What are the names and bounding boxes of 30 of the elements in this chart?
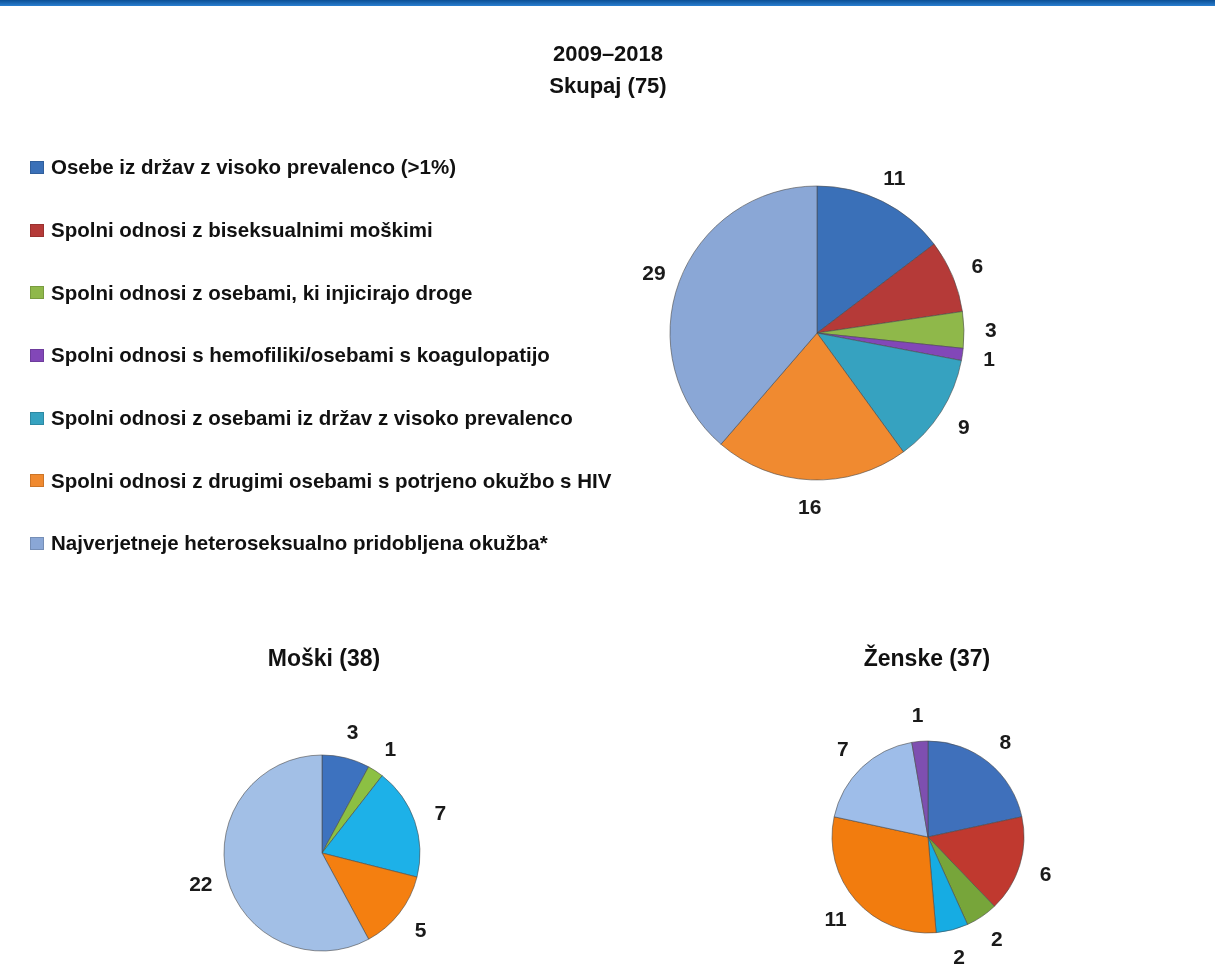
- data-label: 3: [346, 720, 359, 744]
- data-label: 2: [953, 944, 965, 966]
- data-label: 16: [798, 495, 822, 519]
- data-label: 8: [999, 729, 1012, 753]
- legend-label: Spolni odnosi z osebami iz držav z visoko prevalenco: [51, 406, 573, 431]
- legend-label: Spolni odnosi z osebami, ki injicirajo droge: [51, 280, 473, 305]
- chart-title: 2009–2018: [552, 41, 664, 67]
- data-label: 11: [883, 165, 906, 189]
- legend-label: Spolni odnosi z biseksualnimi moškimi: [51, 218, 433, 243]
- legend-label: Spolni odnosi s hemofiliki/osebami s koagulopatijo: [51, 343, 550, 368]
- data-label: 29: [642, 260, 666, 284]
- data-label: 7: [434, 800, 447, 824]
- chart-title: Ženske (37): [863, 645, 991, 671]
- data-label: 1: [384, 736, 397, 760]
- data-label: 6: [971, 254, 984, 278]
- chart-title: Moški (38): [267, 645, 381, 671]
- legend-label: Spolni odnosi z drugimi osebami s potrjeno okužbo s HIV: [51, 468, 612, 493]
- data-label: 7: [837, 736, 849, 760]
- data-label: 1: [983, 346, 996, 370]
- data-label: 1: [911, 702, 924, 726]
- data-label: 2: [991, 927, 1003, 951]
- data-label: 11: [824, 906, 848, 930]
- legend-label: Osebe iz držav z visoko prevalenco (>1%): [51, 155, 457, 180]
- chart-subtitle: Skupaj (75): [549, 73, 667, 99]
- data-label: 5: [414, 918, 427, 942]
- data-label: 3: [985, 317, 997, 341]
- data-label: 22: [189, 872, 213, 896]
- data-label: 9: [958, 414, 970, 438]
- data-label: 6: [1039, 861, 1052, 885]
- legend-label: Najverjetneje heteroseksualno pridobljena okužba*: [51, 531, 548, 556]
